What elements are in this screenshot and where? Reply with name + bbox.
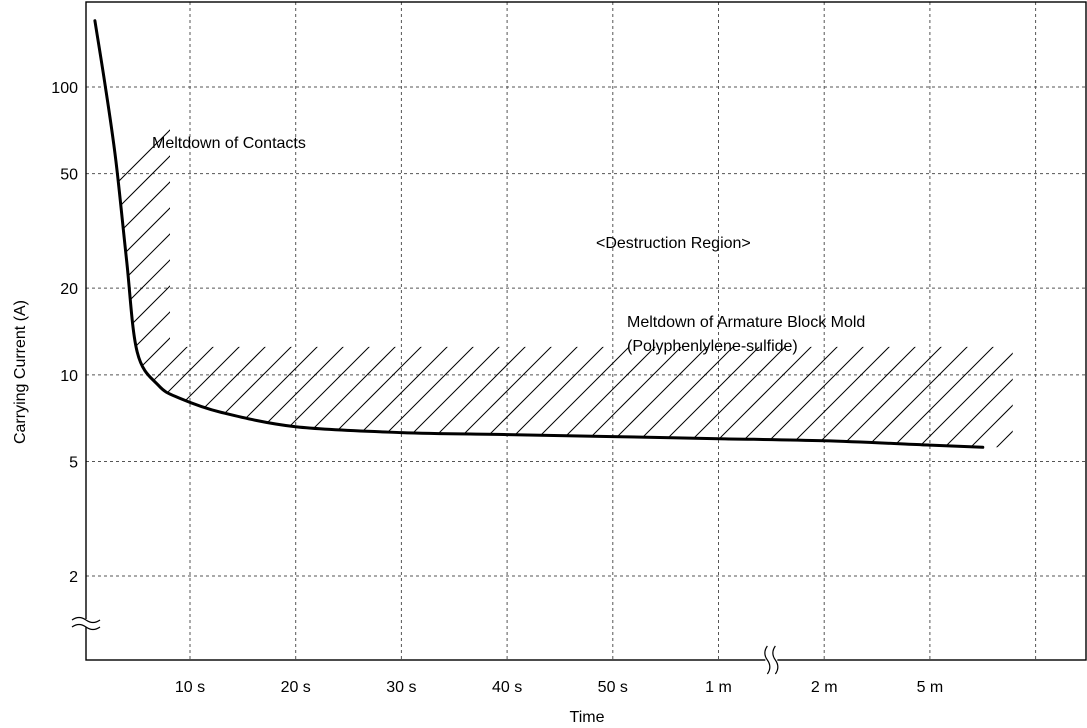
y-tick-label: 20 bbox=[60, 281, 78, 298]
hatch-line bbox=[847, 16, 1013, 448]
hatch-line bbox=[899, 16, 1013, 448]
hatch-line bbox=[483, 16, 1013, 448]
x-tick-label: 30 s bbox=[386, 679, 416, 696]
hatch-line bbox=[613, 16, 1013, 448]
y-tick-label: 10 bbox=[60, 368, 78, 385]
y-tick-label: 2 bbox=[69, 569, 78, 586]
hatch-line bbox=[94, 16, 535, 448]
hatch-line bbox=[587, 16, 1013, 448]
x-break-mark bbox=[772, 645, 779, 675]
hatch-line bbox=[94, 16, 301, 448]
x-tick-label: 1 m bbox=[705, 679, 732, 696]
hatch-line bbox=[509, 16, 1013, 448]
hatch-line bbox=[951, 16, 1013, 448]
hatch-line bbox=[769, 16, 1013, 448]
hatch-line bbox=[94, 16, 457, 448]
hatch-line bbox=[1030, 0, 1087, 700]
hatch-line bbox=[561, 16, 1013, 448]
hatch-line bbox=[94, 16, 327, 448]
hatch-line bbox=[795, 16, 1013, 448]
x-tick-labels: 10 s 20 s 30 s 40 s 50 s 1 m 2 m 5 m bbox=[175, 679, 943, 696]
y-break-mark bbox=[71, 616, 101, 624]
x-tick-label: 50 s bbox=[598, 679, 628, 696]
hatch-line bbox=[94, 16, 483, 448]
hatch-line bbox=[1003, 16, 1013, 448]
destruction-curve bbox=[93, 19, 985, 449]
hatch-line bbox=[925, 16, 1013, 448]
hatch-line bbox=[94, 16, 509, 448]
hatch-line bbox=[249, 16, 951, 448]
plot-frame bbox=[85, 1, 1087, 661]
x-tick-label: 40 s bbox=[492, 679, 522, 696]
hatch-line bbox=[639, 16, 1013, 448]
hatch-line bbox=[94, 16, 639, 448]
annotation-meltdown-armature: Meltdown of Armature Block Mold bbox=[627, 314, 865, 331]
annotation-destruction-region: <Destruction Region> bbox=[596, 235, 751, 252]
hatch-line bbox=[94, 16, 379, 448]
hatch-line bbox=[94, 16, 613, 448]
y-tick-label: 100 bbox=[51, 80, 78, 97]
y-tick-label: 5 bbox=[69, 454, 78, 471]
hatch-line bbox=[457, 16, 1013, 448]
y-break-mask bbox=[72, 619, 100, 627]
y-tick-labels: 100 50 20 10 5 2 bbox=[51, 80, 78, 586]
hatch-line bbox=[977, 16, 1013, 448]
hatch-line bbox=[223, 16, 925, 448]
hatch-line bbox=[94, 16, 561, 448]
destruction-region-hatching bbox=[94, 0, 1087, 700]
x-break-mark bbox=[764, 645, 771, 675]
annotation-meltdown-contacts: Meltdown of Contacts bbox=[152, 135, 306, 152]
hatch-line bbox=[94, 16, 717, 448]
hatch-line bbox=[873, 16, 1013, 448]
hatch-line bbox=[94, 16, 665, 448]
hatch-line bbox=[821, 16, 1013, 448]
hatch-line bbox=[94, 16, 405, 448]
x-tick-label: 10 s bbox=[175, 679, 205, 696]
x-break-mask bbox=[765, 646, 778, 674]
grid-lines bbox=[86, 2, 1087, 660]
hatch-line bbox=[275, 16, 977, 448]
annotation-polyphenylene-sulfide: (Polyphenlylene-sulfide) bbox=[627, 338, 798, 355]
y-axis-label: Carrying Current (A) bbox=[12, 300, 29, 444]
hatch-line bbox=[94, 16, 587, 448]
hatch-line bbox=[535, 16, 1013, 448]
x-axis-label: Time bbox=[570, 709, 605, 726]
axis-breaks bbox=[71, 616, 779, 675]
y-tick-label: 50 bbox=[60, 167, 78, 184]
hatch-line bbox=[1056, 0, 1087, 700]
x-tick-label: 2 m bbox=[811, 679, 838, 696]
hatch-line bbox=[431, 16, 1013, 448]
hatch-line bbox=[94, 16, 353, 448]
x-tick-label: 5 m bbox=[917, 679, 944, 696]
x-tick-label: 20 s bbox=[281, 679, 311, 696]
y-break-mark bbox=[71, 623, 101, 631]
hatch-line bbox=[94, 16, 691, 448]
